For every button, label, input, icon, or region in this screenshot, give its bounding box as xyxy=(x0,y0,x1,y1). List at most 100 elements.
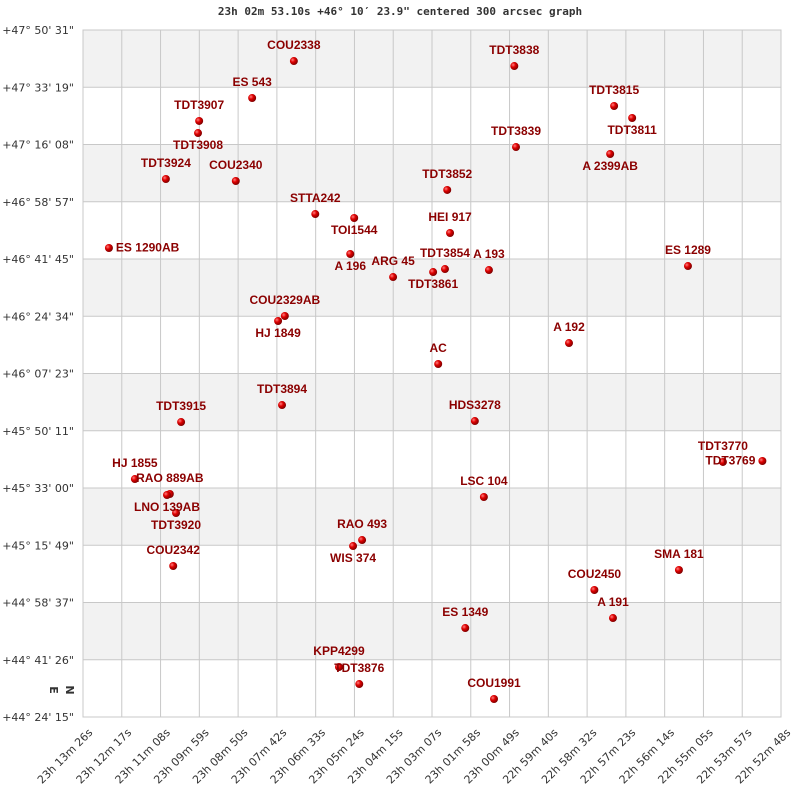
star-marker xyxy=(130,475,139,484)
star-label: TDT3839 xyxy=(491,124,541,138)
star-marker xyxy=(674,566,683,575)
star-label: TDT3854 xyxy=(420,246,470,260)
star-marker xyxy=(172,508,181,517)
star-marker xyxy=(443,185,452,194)
star-label: ES 1290AB xyxy=(116,240,180,254)
star-marker xyxy=(169,562,178,571)
star-label: LNO 139AB xyxy=(134,500,200,514)
star-label: TOI1544 xyxy=(331,223,378,237)
star-label: ES 543 xyxy=(232,75,272,89)
star-marker xyxy=(490,695,499,704)
star-label: TDT3838 xyxy=(489,43,539,57)
star-marker xyxy=(104,243,113,252)
y-tick-label: +46° 41' 45" xyxy=(2,253,74,266)
star-label: RAO 493 xyxy=(337,517,387,531)
star-label: ES 1289 xyxy=(665,243,711,257)
star-marker xyxy=(565,339,574,348)
star-marker xyxy=(608,614,617,623)
star-label: HJ 1849 xyxy=(255,326,301,340)
star-label: TDT3915 xyxy=(156,399,206,413)
star-label: COU2329AB xyxy=(249,293,320,307)
star-label: AC xyxy=(430,341,448,355)
star-label: ARG 45 xyxy=(371,254,415,268)
star-marker xyxy=(590,585,599,594)
star-label: ES 1349 xyxy=(442,605,488,619)
star-marker xyxy=(163,491,172,500)
star-label: STTA242 xyxy=(290,191,341,205)
star-marker xyxy=(470,417,479,426)
star-marker xyxy=(289,57,298,66)
star-marker xyxy=(429,268,438,277)
star-marker xyxy=(358,536,367,545)
star-marker xyxy=(610,101,619,110)
star-label: COU2342 xyxy=(147,543,201,557)
star-label: A 196 xyxy=(334,259,366,273)
y-tick-label: +45° 33' 00" xyxy=(2,482,74,495)
star-marker xyxy=(510,62,519,71)
y-tick-label: +44° 24' 15" xyxy=(2,711,74,724)
y-tick-label: +47° 50' 31" xyxy=(2,24,74,37)
star-label: COU1991 xyxy=(467,676,521,690)
star-label: LSC 104 xyxy=(460,474,508,488)
star-label: RAO 889AB xyxy=(136,471,204,485)
y-tick-label: +45° 50' 11" xyxy=(2,425,74,438)
star-label: HEI 917 xyxy=(428,210,472,224)
star-label: TDT3861 xyxy=(408,277,458,291)
star-marker xyxy=(484,266,493,275)
star-marker xyxy=(248,94,257,103)
star-label: TDT3908 xyxy=(173,138,223,152)
compass-east: E xyxy=(47,686,60,694)
star-marker xyxy=(194,129,203,138)
star-marker xyxy=(758,456,767,465)
star-label: WIS 374 xyxy=(330,551,376,565)
star-label: A 2399AB xyxy=(582,159,638,173)
star-marker xyxy=(446,229,455,238)
star-marker xyxy=(606,150,615,159)
y-tick-label: +47° 16' 08" xyxy=(2,139,74,152)
star-label: TDT3770 xyxy=(698,439,748,453)
star-label: TDT3920 xyxy=(151,518,201,532)
star-marker xyxy=(683,262,692,271)
star-label: HJ 1855 xyxy=(112,456,158,470)
star-label: TDT3852 xyxy=(422,167,472,181)
star-marker xyxy=(278,401,287,410)
star-marker xyxy=(346,249,355,258)
star-marker xyxy=(311,210,320,219)
star-label: COU2338 xyxy=(267,38,321,52)
star-label: COU2340 xyxy=(209,158,263,172)
y-tick-label: +44° 41' 26" xyxy=(2,654,74,667)
star-label: TDT3907 xyxy=(174,98,224,112)
y-tick-label: +46° 24' 34" xyxy=(2,310,74,323)
star-label: SMA 181 xyxy=(654,547,704,561)
star-label: TDT3769 xyxy=(705,453,755,467)
star-marker xyxy=(177,418,186,427)
y-tick-label: +46° 58' 57" xyxy=(2,196,74,209)
star-marker xyxy=(461,624,470,633)
star-marker xyxy=(479,493,488,502)
star-marker xyxy=(349,542,358,551)
star-label: KPP4299 xyxy=(313,644,365,658)
star-label: TDT3815 xyxy=(589,83,639,97)
star-label: TDT3876 xyxy=(334,661,384,675)
star-marker xyxy=(195,116,204,125)
star-marker xyxy=(280,311,289,320)
star-marker xyxy=(718,457,727,466)
star-marker xyxy=(389,273,398,282)
chart-title: 23h 02m 53.10s +46° 10′ 23.9" centered 3… xyxy=(217,5,583,18)
star-marker xyxy=(161,174,170,183)
star-label: COU2450 xyxy=(568,567,622,581)
star-marker xyxy=(355,680,364,689)
y-tick-label: +45° 15' 49" xyxy=(2,539,74,552)
star-marker xyxy=(334,663,343,672)
compass-north: N xyxy=(63,685,76,694)
star-marker xyxy=(350,214,359,223)
star-label: TDT3924 xyxy=(141,156,191,170)
y-tick-label: +47° 33' 19" xyxy=(2,81,74,94)
plot-frame xyxy=(82,29,782,718)
y-tick-label: +46° 07' 23" xyxy=(2,368,74,381)
star-marker xyxy=(434,360,443,369)
star-marker xyxy=(512,143,521,152)
star-marker xyxy=(231,176,240,185)
star-marker xyxy=(274,316,283,325)
